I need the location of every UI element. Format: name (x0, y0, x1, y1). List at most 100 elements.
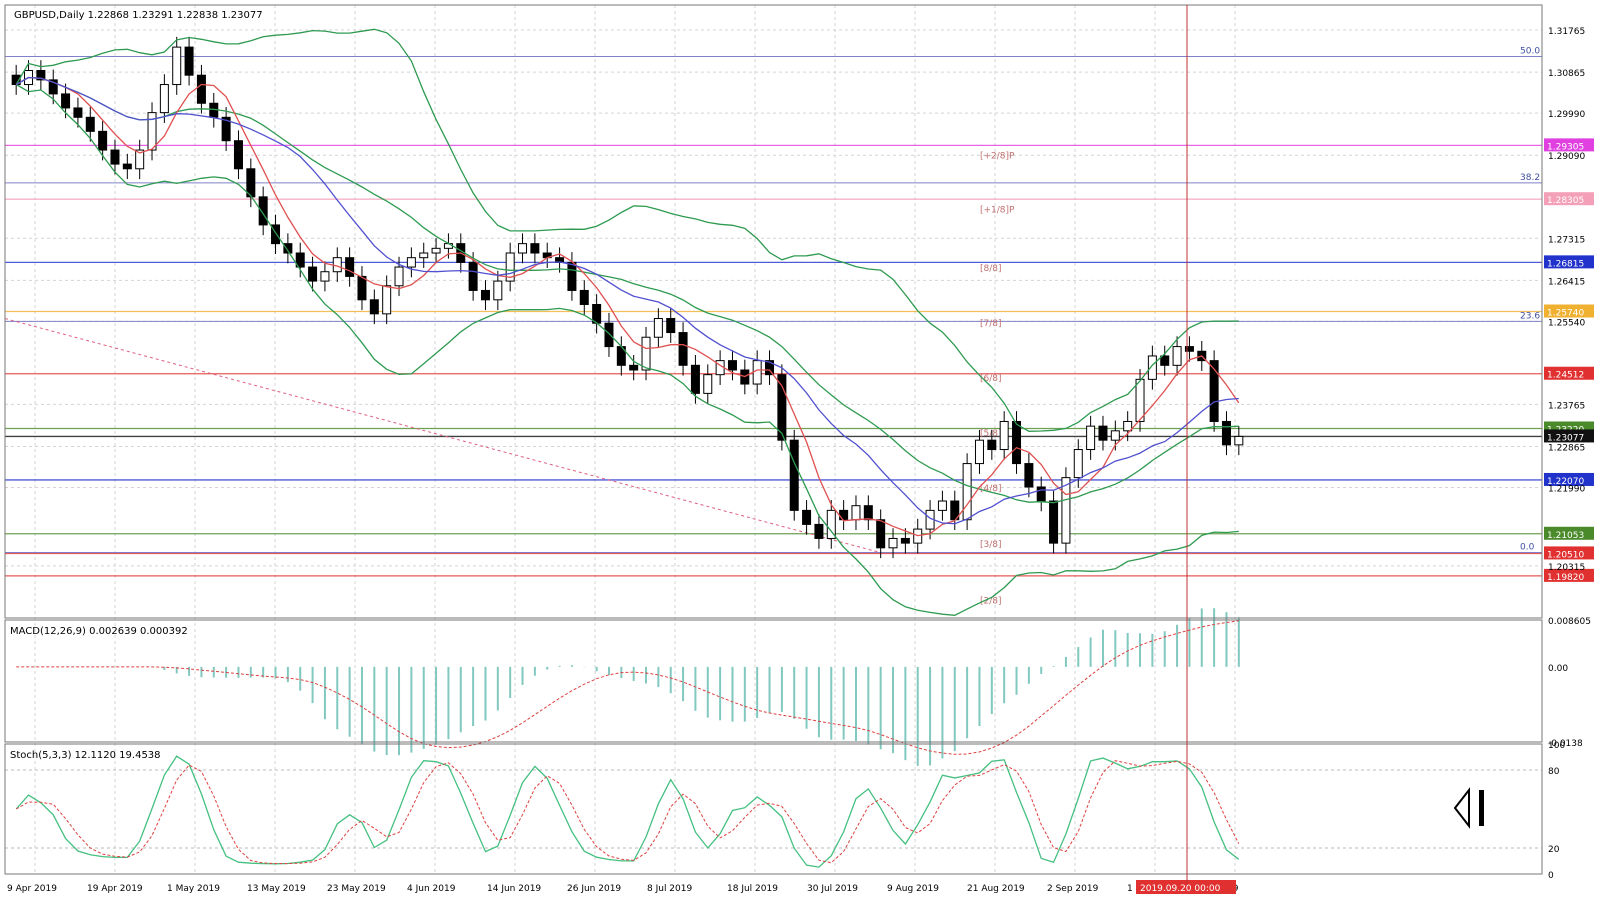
candle-body (863, 505, 873, 521)
candle-body (678, 332, 688, 366)
candle-body (876, 519, 886, 549)
level-badge (1544, 546, 1594, 560)
murrey-label: [6/8] (980, 374, 1002, 384)
candle-body (690, 364, 700, 394)
stoch-label: Stoch(5,3,3) 12.1120 19.4538 (10, 750, 161, 761)
candle-body (802, 509, 812, 525)
candle-body (888, 537, 898, 549)
x-axis-label: 13 May 2019 (247, 884, 306, 894)
candle-body (1234, 435, 1244, 446)
candle-body (518, 243, 528, 254)
candle-body (480, 289, 490, 301)
level-badge (1544, 138, 1594, 152)
candle-body (765, 360, 775, 376)
candle-body (727, 360, 737, 371)
level-badge-text: 1.22070 (1547, 477, 1584, 487)
bollinger-lower (15, 83, 1239, 616)
stoch-tick-label: 20 (1548, 845, 1560, 855)
candles (11, 36, 1244, 559)
candle-body (826, 509, 836, 539)
candle-body (233, 140, 243, 170)
x-axis-label: 18 Jul 2019 (727, 884, 778, 894)
murrey-label: [7/8] (980, 319, 1002, 329)
macd-tick-label: 0.008605 (1548, 617, 1591, 627)
fib-label: 38.2 (1520, 173, 1540, 183)
x-axis-label: 14 Jun 2019 (487, 884, 541, 894)
x-axis-label: 26 Jun 2019 (567, 884, 621, 894)
candle-body (1049, 500, 1059, 544)
candle-body (789, 439, 799, 511)
candle-body (900, 537, 910, 544)
price-tick-label: 1.27315 (1548, 235, 1585, 245)
candle-body (1221, 420, 1231, 446)
candle-body (122, 163, 132, 170)
macd-tick-label: 0.00 (1548, 664, 1568, 674)
candle-body (221, 116, 231, 142)
price-tick-label: 1.31765 (1548, 27, 1585, 37)
stoch-tick-label: 100 (1548, 741, 1565, 751)
candle-body (777, 374, 787, 441)
candle-body (1012, 420, 1022, 465)
candle-body (839, 509, 849, 521)
candle-body (271, 224, 281, 245)
x-axis-label: 23 May 2019 (327, 884, 386, 894)
stoch-tick-label: 80 (1548, 767, 1560, 777)
bollinger-middle (15, 76, 1239, 504)
murrey-label: [2/8] (980, 596, 1002, 606)
candle-body (431, 247, 441, 254)
candle-body (172, 46, 182, 86)
candle-body (406, 257, 416, 268)
candle-body (1024, 463, 1034, 488)
ma-fast (15, 76, 1240, 537)
fib-label: 50.0 (1520, 46, 1540, 56)
candle-body (295, 252, 305, 268)
candle-body (1061, 477, 1071, 544)
candle-body (1147, 355, 1157, 380)
stoch-tick-label: 0 (1548, 871, 1554, 881)
candle-body (258, 196, 268, 226)
x-axis-label: 21 Aug 2019 (967, 884, 1025, 894)
candle-body (308, 266, 318, 282)
x-highlight-badge (1136, 880, 1236, 894)
candle-body (135, 149, 145, 170)
candle-body (987, 439, 997, 451)
candle-body (332, 257, 342, 273)
candle-body (382, 285, 392, 315)
murrey-label: [3/8] (980, 540, 1002, 550)
candle-body (974, 439, 984, 465)
candle-body (752, 360, 762, 385)
price-tick-label: 1.29990 (1548, 110, 1585, 120)
candle-body (1086, 425, 1096, 451)
fib-label: 0.0 (1520, 542, 1535, 552)
grid (5, 5, 1542, 874)
candle-body (1184, 346, 1194, 352)
candle-body (937, 500, 947, 511)
candle-body (505, 252, 515, 282)
candle-body (814, 523, 824, 539)
price-indicators (15, 28, 1240, 616)
level-badge (1544, 429, 1594, 443)
candle-body (962, 463, 972, 521)
candle-body (493, 280, 503, 301)
candle-body (345, 257, 355, 277)
candle-body (666, 318, 676, 334)
murrey-label: [8/8] (980, 264, 1002, 274)
candle-body (653, 318, 663, 338)
level-badge (1544, 304, 1594, 318)
price-tick-label: 1.23765 (1548, 401, 1585, 411)
candle-body (1036, 486, 1046, 502)
candle-body (1135, 378, 1145, 422)
candle-body (1172, 346, 1182, 366)
candle-body (567, 261, 577, 291)
candle-body (1073, 449, 1083, 479)
candle-body (468, 261, 478, 291)
candle-body (85, 116, 95, 132)
candle-body (999, 420, 1009, 451)
symbol-header: GBPUSD,Daily 1.22868 1.23291 1.22838 1.2… (14, 10, 263, 21)
level-badge (1544, 255, 1594, 269)
level-badge-text: 1.19820 (1547, 573, 1584, 583)
macd-panel: 0.008605 0.00 -0.0138 (16, 608, 1591, 766)
x-axis-label: 30 Jul 2019 (807, 884, 858, 894)
